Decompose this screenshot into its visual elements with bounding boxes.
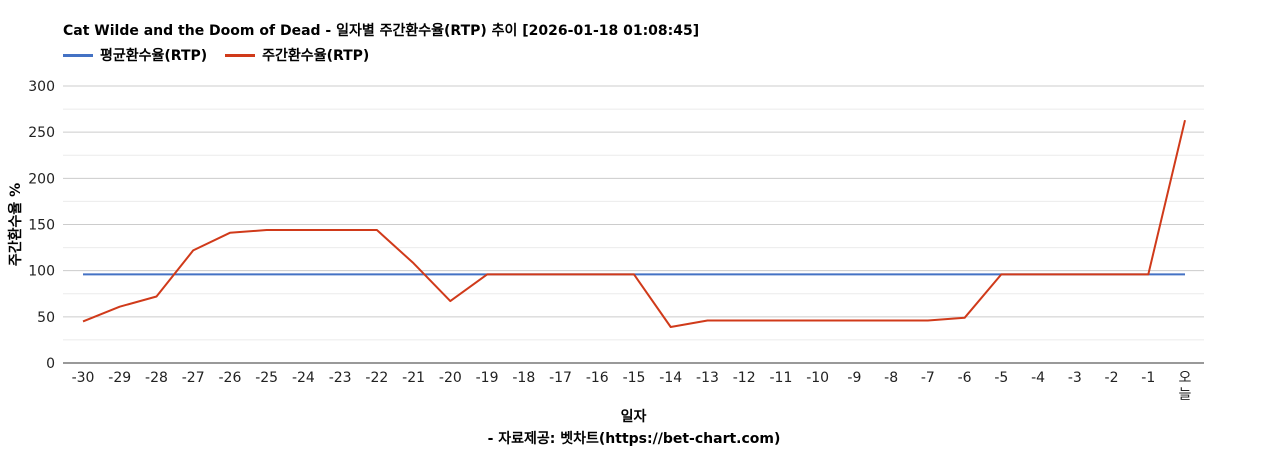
x-tick-label: -15	[623, 370, 646, 386]
x-tick-label: -2	[1105, 370, 1119, 386]
y-tick-label: 0	[46, 356, 55, 372]
legend-item-average[interactable]: 평균환수율(RTP)	[63, 45, 207, 65]
x-tick-label: -5	[994, 370, 1008, 386]
x-tick-label: -18	[512, 370, 535, 386]
x-tick-label: -23	[329, 370, 352, 386]
series-line-weekly-rtp	[82, 119, 1186, 328]
legend-swatch-weekly	[225, 53, 256, 57]
data-source-credit: - 자료제공: 벳차트(https://bet-chart.com)	[487, 431, 781, 447]
gridlines	[63, 85, 1204, 341]
chart-title: Cat Wilde and the Doom of Dead - 일자별 주간환…	[63, 23, 700, 39]
x-tick-label: -21	[402, 370, 425, 386]
x-tick-label: -26	[218, 370, 241, 386]
x-tick-label: -4	[1031, 370, 1045, 386]
x-tick-label: -11	[769, 370, 792, 386]
x-axis-title: 일자	[621, 409, 647, 425]
x-tick-label: -25	[255, 370, 278, 386]
series-lines	[82, 119, 1186, 328]
x-tick-label: -8	[884, 370, 898, 386]
x-tick-label: -29	[108, 370, 131, 386]
x-tick-label: -10	[806, 370, 829, 386]
y-tick-label: 100	[28, 264, 55, 280]
x-tick-label: -24	[292, 370, 315, 386]
x-tick-label: -3	[1068, 370, 1082, 386]
x-tick-label: -16	[586, 370, 609, 386]
y-tick-label: 250	[28, 125, 55, 141]
x-tick-label: -12	[733, 370, 756, 386]
y-axis-title: 주간환수율 %	[7, 183, 24, 266]
x-tick-label: -17	[549, 370, 572, 386]
y-tick-labels: 0 50 100 150 200 250 300	[28, 79, 55, 372]
x-tick-label: -27	[182, 370, 205, 386]
legend-label-average: 평균환수율(RTP)	[100, 48, 208, 64]
x-tick-label: -30	[72, 370, 95, 386]
x-tick-label: -9	[847, 370, 861, 386]
x-tick-label: -13	[696, 370, 719, 386]
y-tick-label: 150	[28, 218, 55, 234]
y-tick-label: 200	[28, 171, 55, 187]
x-tick-label: -7	[921, 370, 935, 386]
x-tick-label: -28	[145, 370, 168, 386]
x-tick-label: -14	[659, 370, 682, 386]
legend-label-weekly: 주간환수율(RTP)	[262, 48, 370, 64]
x-tick-label: -6	[958, 370, 972, 386]
x-tick-label: -20	[439, 370, 462, 386]
legend-swatch-average	[63, 53, 93, 57]
x-tick-label: -22	[365, 370, 388, 386]
x-tick-label: -19	[476, 370, 499, 386]
x-tick-labels: -30 -29 -28 -27 -26 -25 -24 -23 -22 -21 -20 -19 -18-…	[72, 370, 1192, 403]
y-tick-label: 300	[28, 79, 55, 95]
y-tick-label: 50	[37, 310, 55, 326]
legend-item-weekly[interactable]: 주간환수율(RTP)	[225, 45, 369, 65]
chart-legend: 평균환수율(RTP) 주간환수율(RTP)	[63, 45, 387, 65]
x-tick-label: -1	[1141, 370, 1155, 386]
